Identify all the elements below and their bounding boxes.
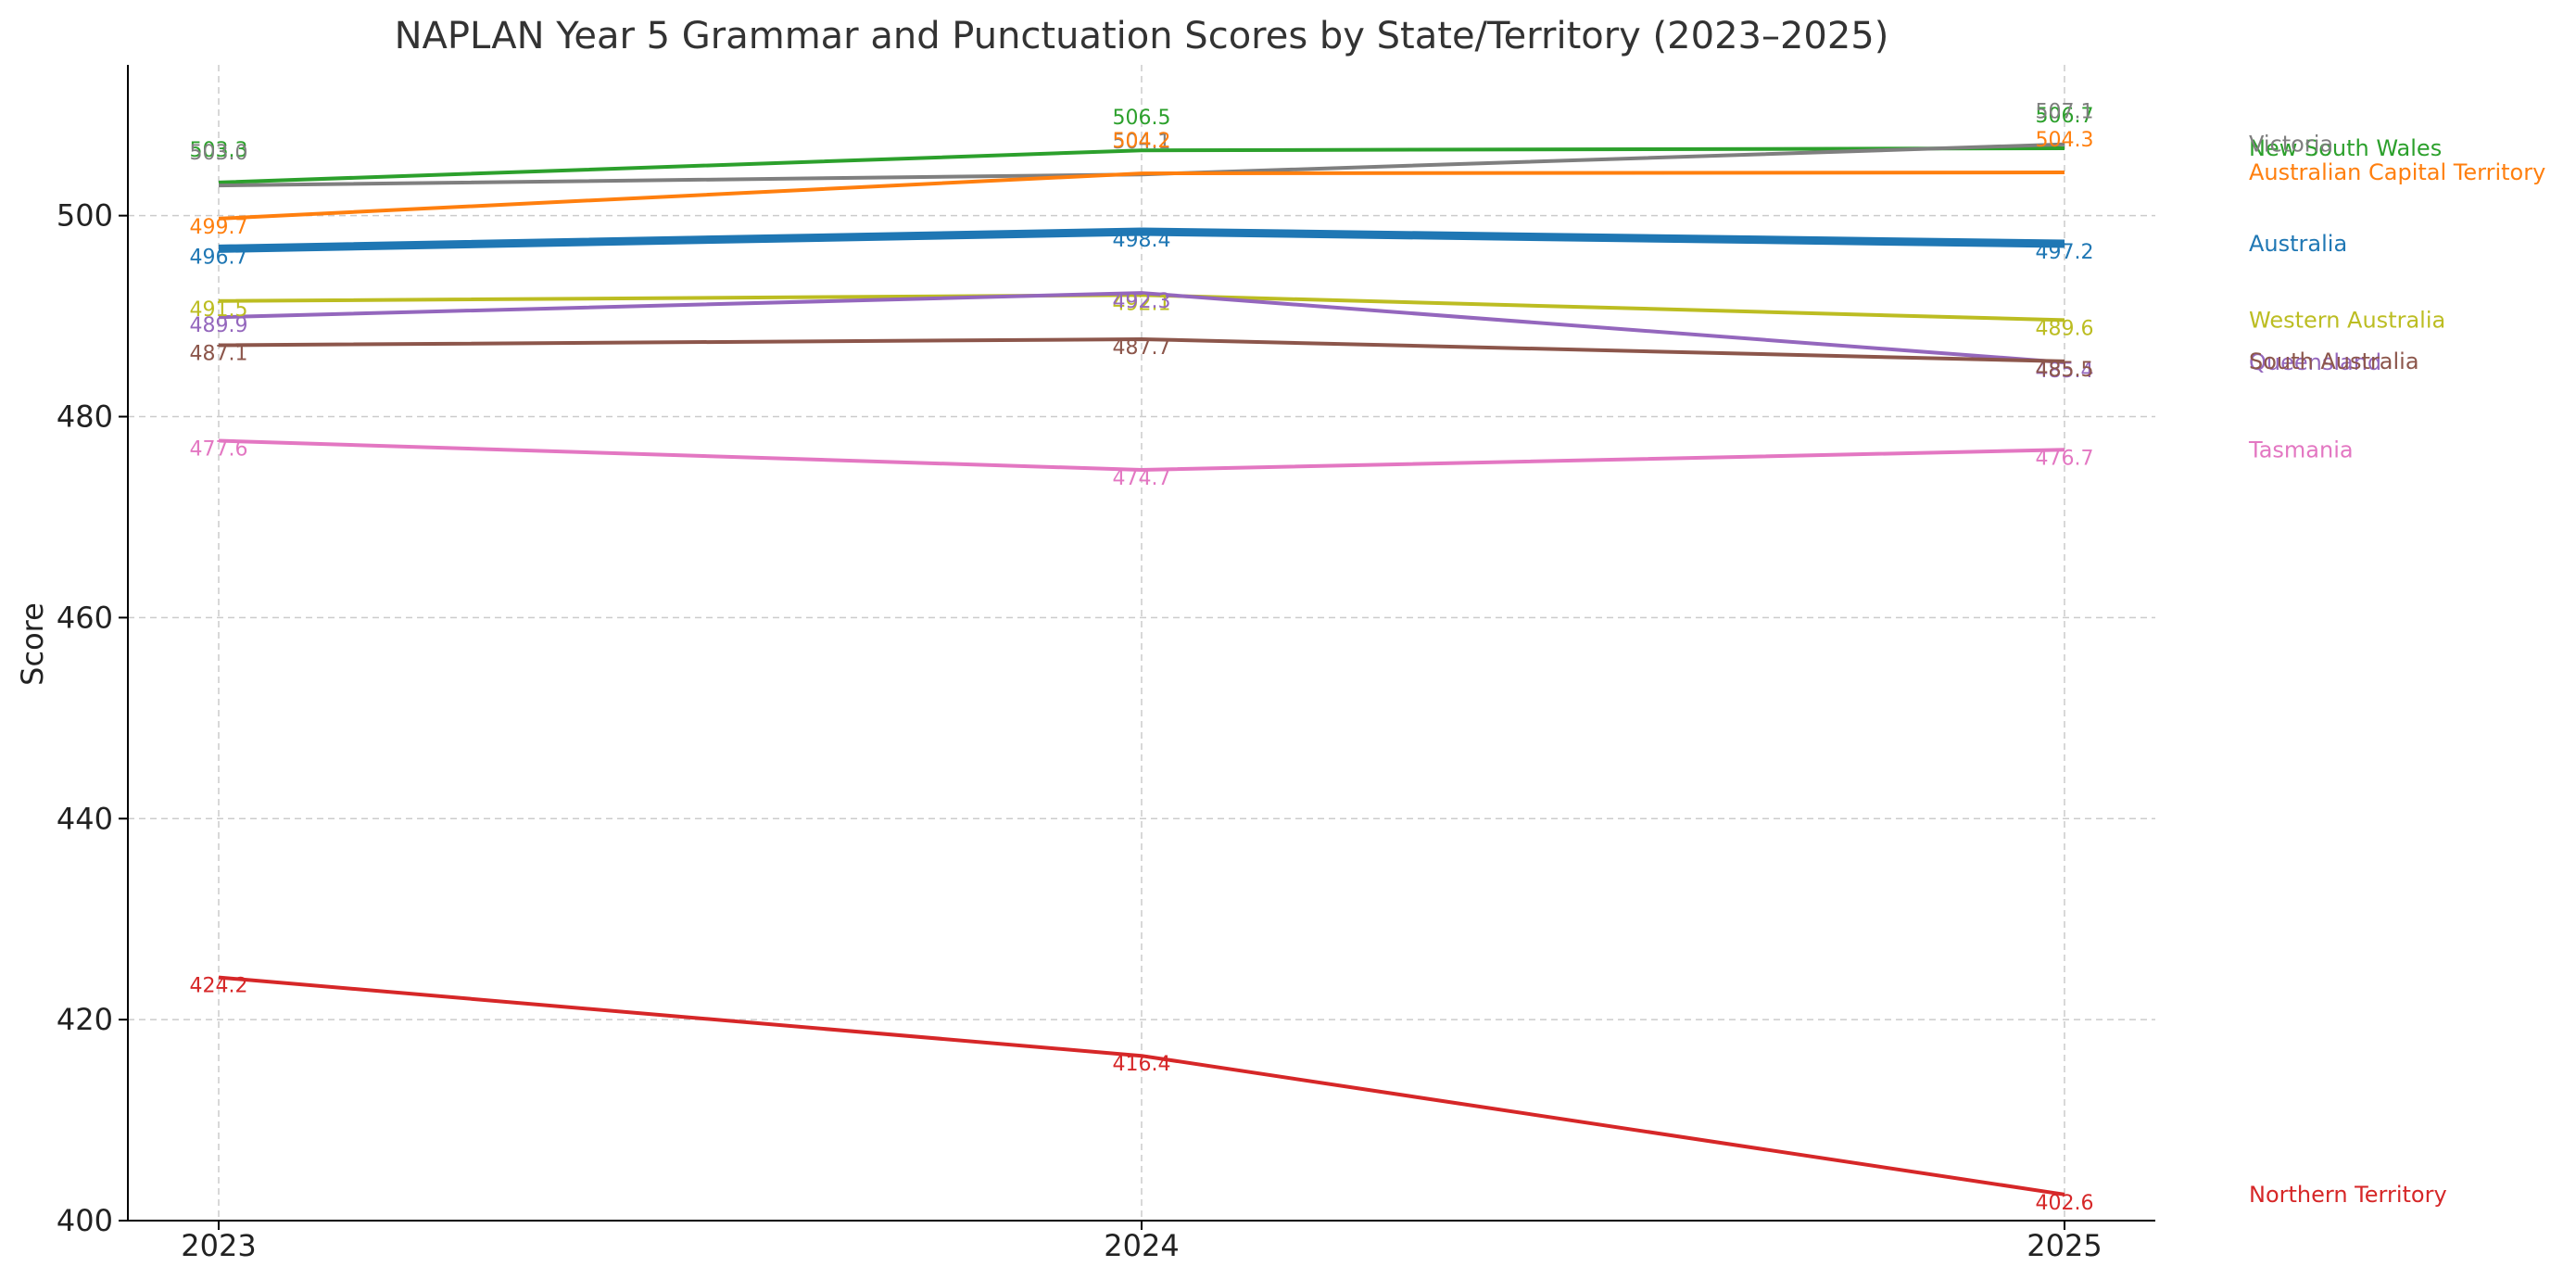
data-label: 504.3 bbox=[2036, 129, 2094, 152]
data-label: 497.2 bbox=[2036, 241, 2094, 264]
data-label: 489.6 bbox=[2036, 317, 2094, 340]
y-tick-label: 440 bbox=[57, 801, 113, 836]
axis-ticks: 400 420 440 460 480 500 2023 2024 2025 bbox=[57, 198, 2102, 1263]
x-tick-label: 2025 bbox=[2027, 1228, 2102, 1263]
series-line bbox=[218, 227, 2065, 253]
series-end-label: Australian Capital Territory bbox=[2249, 159, 2545, 185]
series-line bbox=[218, 291, 2065, 364]
data-label: 487.7 bbox=[1113, 336, 1171, 360]
data-label: 492.1 bbox=[1113, 292, 1171, 315]
series-end-label: Australia bbox=[2249, 231, 2347, 257]
data-label: 485.5 bbox=[2036, 359, 2094, 382]
y-tick-label: 480 bbox=[57, 399, 113, 435]
data-label: 402.6 bbox=[2036, 1192, 2094, 1215]
series-end-label: Queensland bbox=[2249, 349, 2381, 375]
y-tick-label: 420 bbox=[57, 1002, 113, 1037]
series-line bbox=[218, 171, 2065, 221]
data-label: 503.0 bbox=[190, 142, 248, 165]
data-label: 474.7 bbox=[1113, 467, 1171, 490]
data-label: 506.5 bbox=[1113, 107, 1171, 130]
series-line bbox=[218, 146, 2065, 184]
series-end-label: Northern Territory bbox=[2249, 1182, 2447, 1208]
data-label: 485.4 bbox=[2036, 360, 2094, 383]
series-end-label: Victoria bbox=[2249, 132, 2333, 158]
data-label: 503.3 bbox=[190, 139, 248, 162]
series-line bbox=[218, 337, 2065, 363]
series-end-label: New South Wales bbox=[2249, 135, 2442, 161]
data-label: 504.2 bbox=[1113, 130, 1171, 153]
x-tick-label: 2023 bbox=[181, 1228, 256, 1263]
x-tick-label: 2024 bbox=[1104, 1228, 1179, 1263]
data-label: 498.4 bbox=[1113, 229, 1171, 252]
y-axis-label: Score bbox=[15, 602, 50, 686]
series-end-label: South Australia bbox=[2249, 348, 2419, 374]
data-label: 492.3 bbox=[1113, 290, 1171, 313]
series-line bbox=[218, 293, 2065, 323]
series-end-label: Western Australia bbox=[2249, 307, 2445, 333]
series-line bbox=[218, 438, 2065, 472]
data-label: 424.2 bbox=[190, 975, 248, 998]
data-label: 489.9 bbox=[190, 314, 248, 337]
y-tick-label: 500 bbox=[57, 198, 113, 234]
series-line bbox=[218, 975, 2065, 1197]
data-label: 487.1 bbox=[190, 343, 248, 366]
series-lines bbox=[218, 142, 2065, 1197]
data-label: 504.1 bbox=[1113, 131, 1171, 154]
data-labels: 503.3 506.5 506.7 503.0 504.1 507.1 499.7 504.2… bbox=[190, 101, 2094, 1215]
data-label: 507.1 bbox=[2036, 101, 2094, 124]
chart-title: NAPLAN Year 5 Grammar and Punctuation Sc… bbox=[395, 15, 1889, 57]
y-tick-label: 400 bbox=[57, 1203, 113, 1238]
data-label: 476.7 bbox=[2036, 447, 2094, 470]
data-label: 416.4 bbox=[1113, 1053, 1171, 1076]
grid bbox=[128, 65, 2155, 1221]
data-label: 491.5 bbox=[190, 298, 248, 322]
data-label: 496.7 bbox=[190, 246, 248, 269]
data-label: 499.7 bbox=[190, 216, 248, 239]
data-label: 506.7 bbox=[2036, 105, 2094, 128]
y-tick-label: 460 bbox=[57, 600, 113, 635]
series-end-label: Tasmania bbox=[2248, 437, 2354, 462]
data-label: 477.6 bbox=[190, 438, 248, 462]
